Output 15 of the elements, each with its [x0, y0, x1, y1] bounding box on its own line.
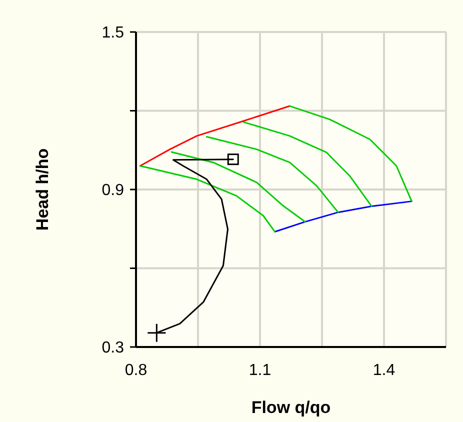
y-tick-label: 0.3	[102, 340, 124, 357]
x-axis-title: Flow q/qo	[251, 398, 331, 417]
line-series	[289, 105, 412, 202]
line-series	[242, 121, 372, 208]
y-tick-label: 0.9	[102, 182, 124, 200]
line-series	[139, 105, 291, 167]
x-tick-label: 1.4	[372, 362, 396, 379]
y-axis-title: Head h/ho	[33, 148, 52, 231]
x-tick-label: 1.1	[248, 362, 272, 379]
x-tick-label: 0.8	[124, 362, 148, 379]
line-series	[139, 165, 276, 233]
y-tick-label: 1.5	[102, 24, 124, 42]
line-series	[170, 151, 306, 223]
line-series	[274, 200, 412, 233]
line-series	[206, 136, 339, 214]
